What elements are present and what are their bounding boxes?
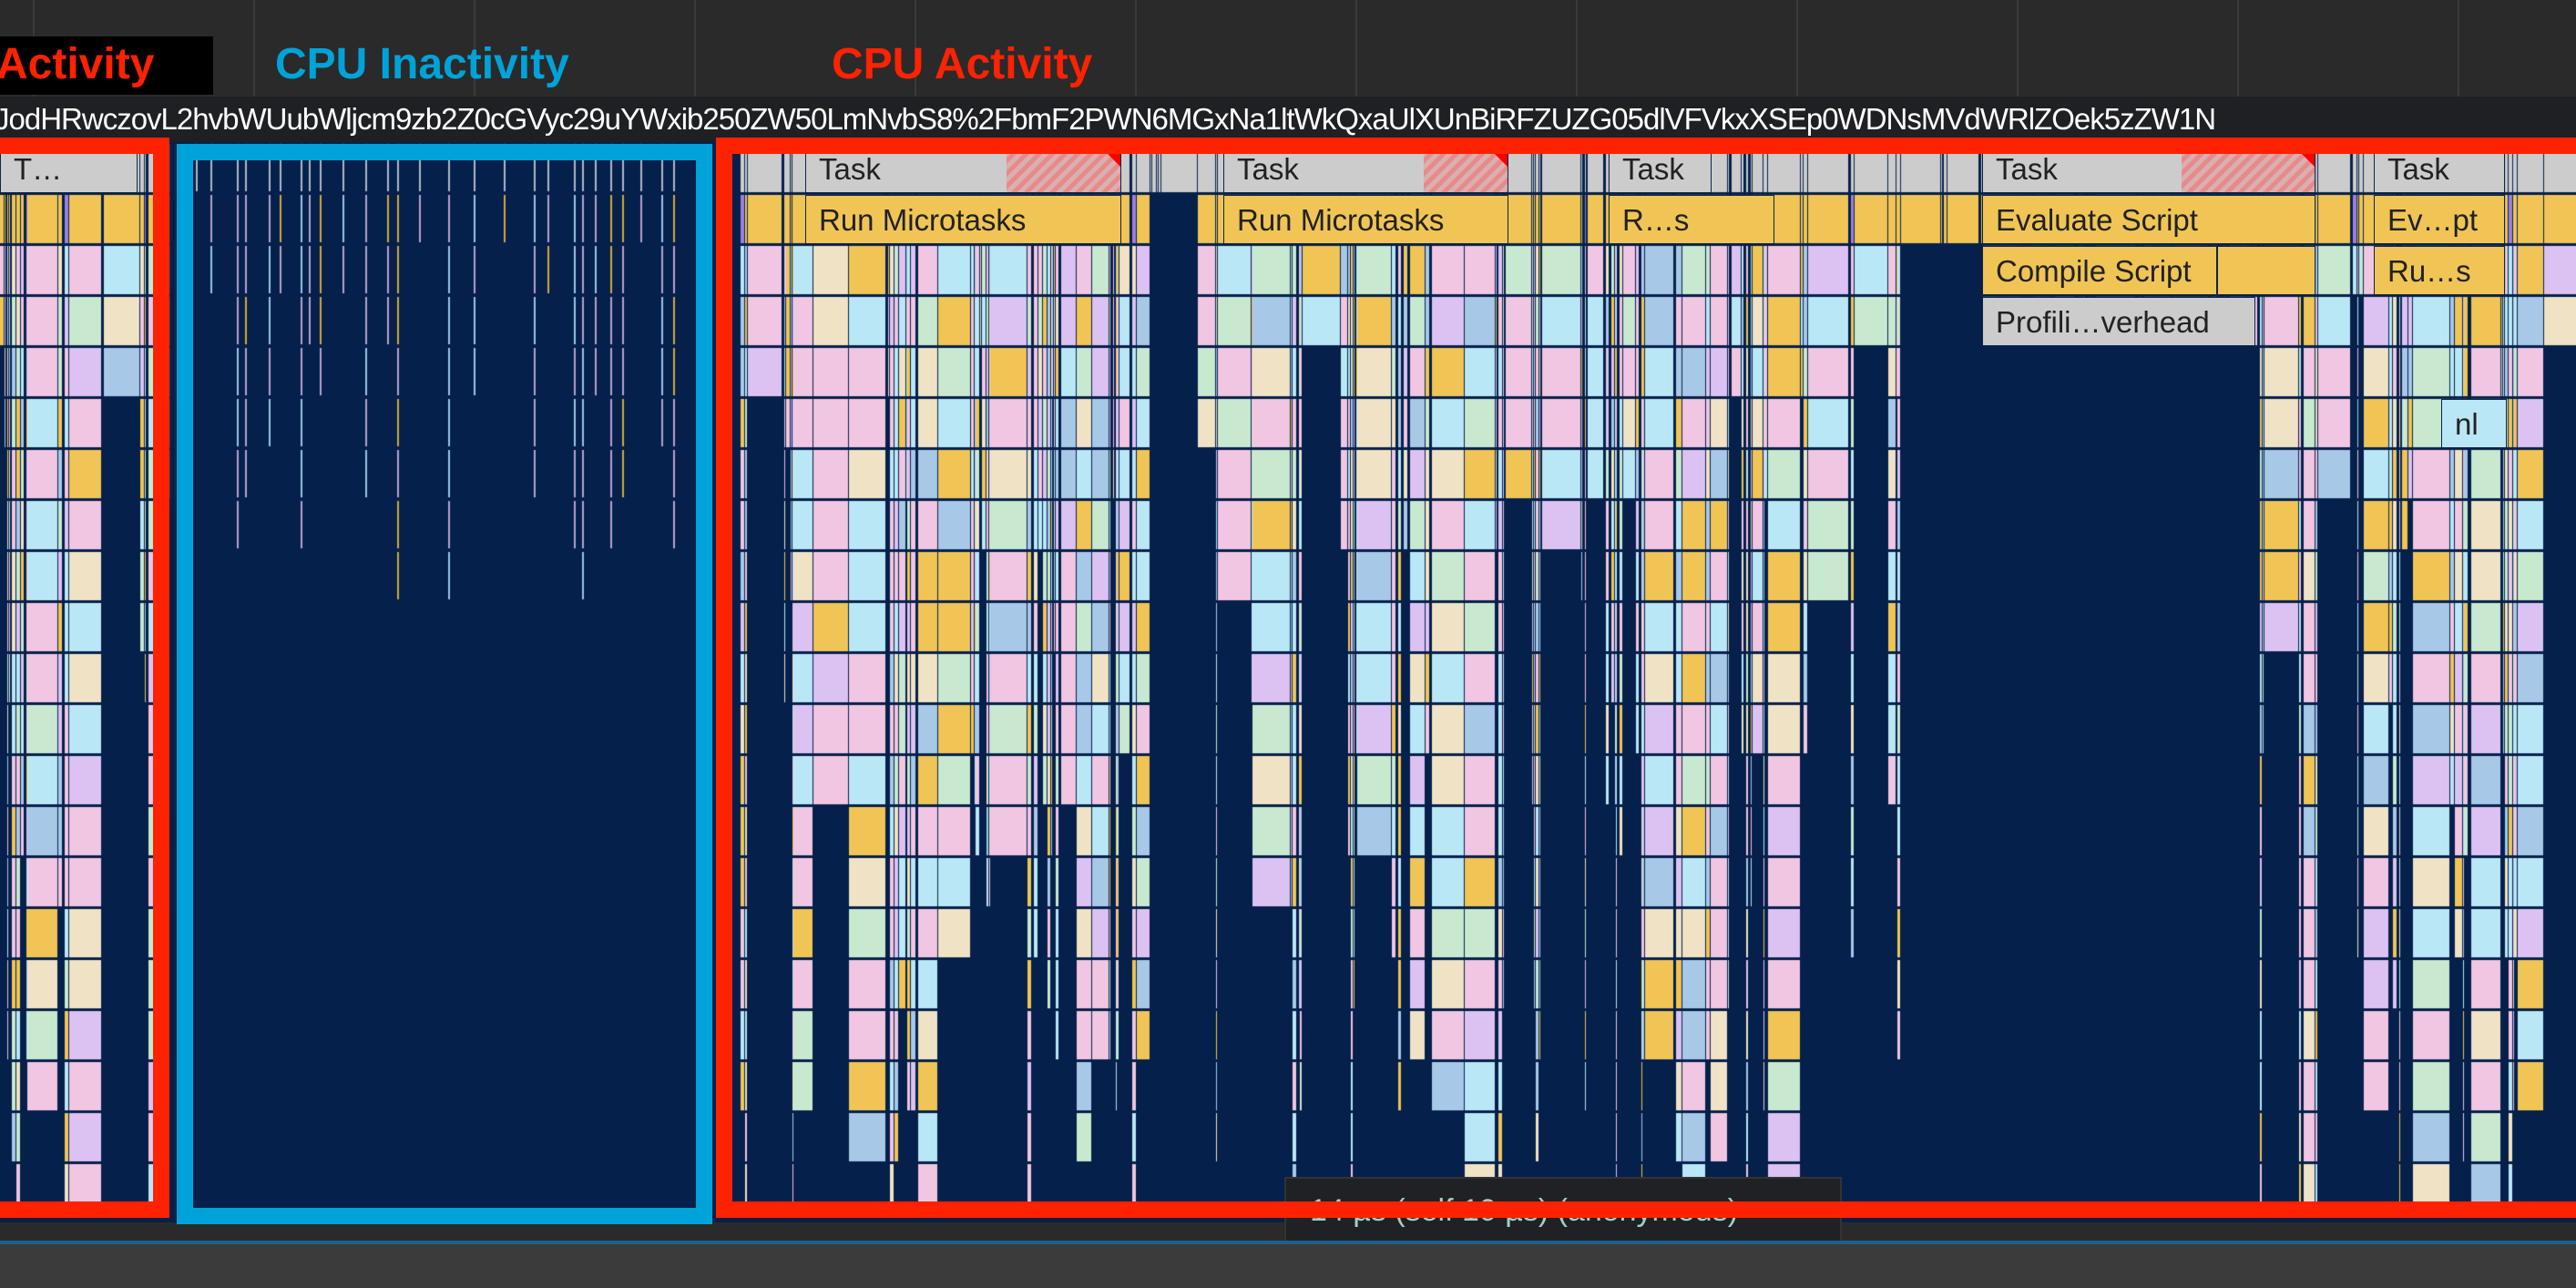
flame-block-function-blue[interactable]: nl [2441, 399, 2507, 448]
cpu-inactivity-highlight-box [177, 144, 712, 1224]
ruler-gridline [253, 0, 255, 98]
timeline-ruler[interactable] [0, 0, 2576, 98]
flame-block-scripting[interactable]: R…s [1609, 195, 1774, 244]
flame-block-label: Run Microtasks [1237, 203, 1445, 237]
flame-block-task[interactable]: Profili…verhead [1982, 297, 2255, 346]
flame-block-scripting[interactable]: Compile Script [1982, 246, 2217, 295]
flame-block-label: Profili…verhead [1996, 305, 2210, 339]
ruler-gridline [1355, 0, 1357, 98]
ruler-gridline [2458, 0, 2459, 98]
ruler-gridline [915, 0, 916, 98]
flame-block-label: Compile Script [1996, 254, 2192, 288]
ruler-gridline [1796, 0, 1798, 98]
flame-block-label: Ru…s [2387, 254, 2471, 288]
flame-block-label: Task [1237, 152, 1299, 186]
ruler-gridline [2017, 0, 2019, 98]
annotation-label-background [0, 36, 213, 95]
url-track[interactable]: JodHRwczovL2hvbWUubWljcm9zb2Z0cGVyc29uYW… [0, 97, 2576, 142]
ruler-gridline [2237, 0, 2239, 98]
cpu-activity-highlight-box-left [0, 138, 169, 1218]
flame-block-scripting[interactable]: Run Microtasks [1223, 195, 1508, 244]
flame-block-label: Task [1622, 152, 1684, 186]
flame-block-label: nl [2455, 407, 2479, 441]
flame-block-scripting[interactable]: Evaluate Script [1982, 195, 2315, 244]
flame-chart[interactable]: T… Task Task Task Task Task Run Microtasks Run … [0, 142, 2576, 1222]
flame-block-label: Run Microtasks [819, 203, 1027, 237]
flame-block-label: Task [819, 152, 881, 186]
ruler-gridline [1135, 0, 1137, 98]
flame-block-label: R…s [1622, 203, 1690, 237]
bottom-panel [0, 1241, 2576, 1288]
flame-block-scripting[interactable]: Run Microtasks [805, 195, 1121, 244]
flame-block-label: Task [1996, 152, 2058, 186]
flame-block-scripting[interactable]: Ev…pt [2374, 195, 2505, 244]
cpu-activity-label-left: Activity [0, 40, 155, 88]
cpu-activity-highlight-box-right [716, 138, 2576, 1218]
ruler-gridline [694, 0, 696, 98]
flame-block-label: T… [14, 152, 63, 186]
flame-block-label: Ev…pt [2387, 203, 2479, 237]
ruler-gridline [1576, 0, 1578, 98]
cpu-activity-label-right: CPU Activity [832, 40, 1093, 88]
cpu-inactivity-label: CPU Inactivity [275, 40, 569, 88]
flame-block-label: Evaluate Script [1996, 203, 2198, 237]
flame-block-scripting[interactable] [2217, 246, 2315, 295]
flame-block-scripting[interactable]: Ru…s [2374, 246, 2505, 295]
ruler-gridline [474, 0, 475, 98]
flame-block-label: Task [2387, 152, 2449, 186]
url-track-text: JodHRwczovL2hvbWUubWljcm9zb2Z0cGVyc29uYW… [0, 102, 2216, 136]
